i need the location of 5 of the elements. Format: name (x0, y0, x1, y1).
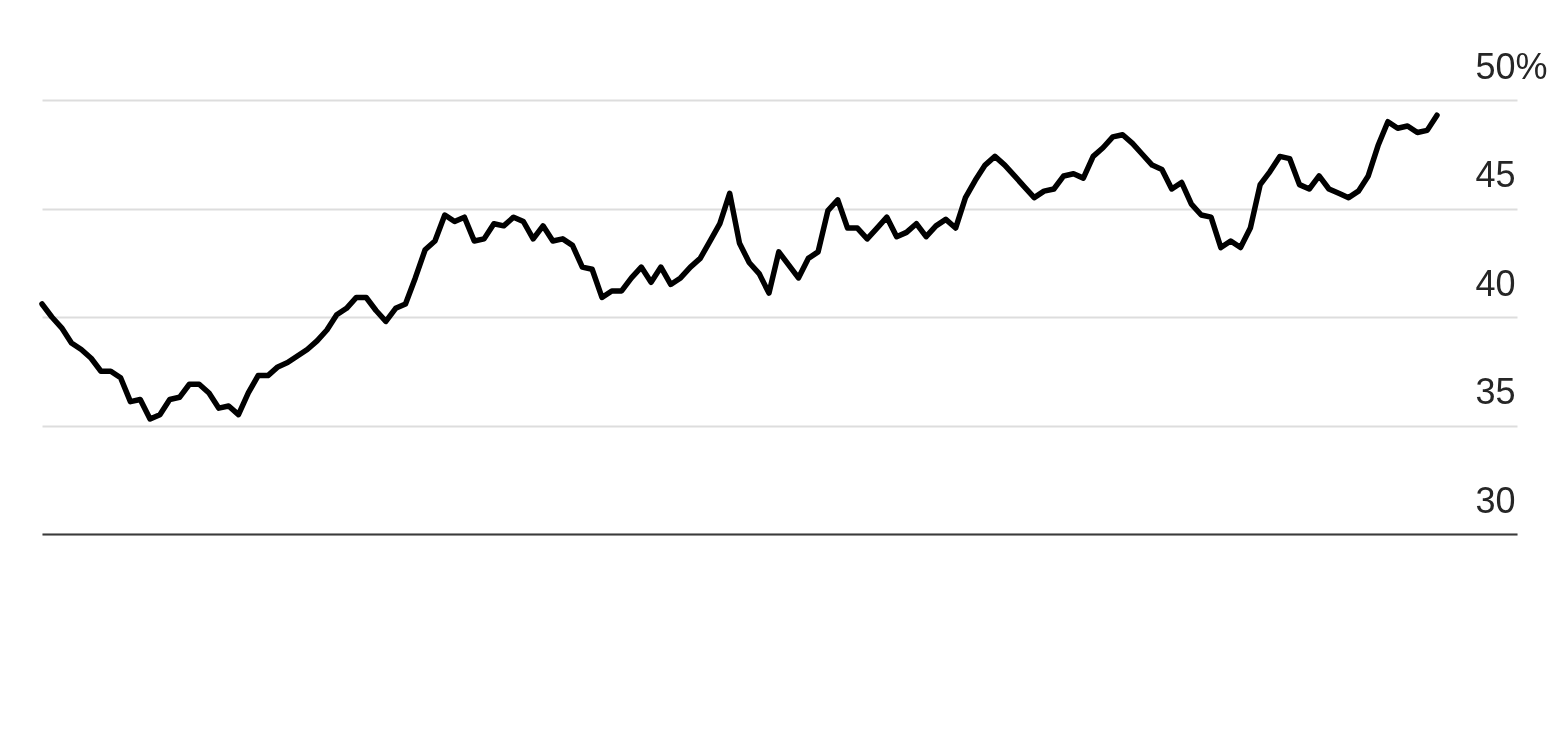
y-tick-label: 30 (1475, 479, 1516, 521)
y-tick-label: 45 (1475, 154, 1516, 195)
y-tick-label: 35 (1475, 371, 1516, 412)
y-tick-label: 50% (1475, 45, 1548, 87)
y-tick-label: 40 (1475, 262, 1516, 304)
